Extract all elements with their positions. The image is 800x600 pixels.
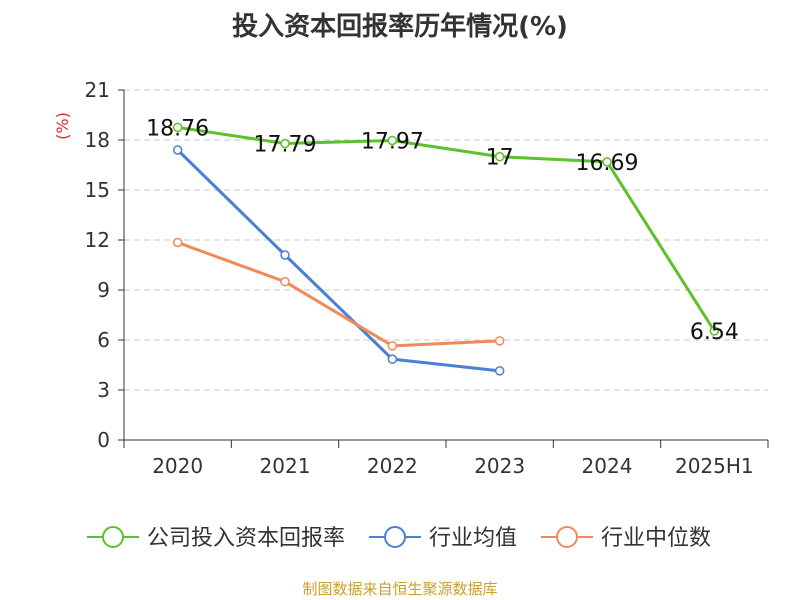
- y-tick-label: 21: [85, 78, 110, 102]
- series-line-2: [177, 241, 500, 348]
- series-line-1: [176, 148, 500, 373]
- legend-label: 行业均值: [429, 526, 517, 551]
- data-label: 17: [486, 146, 514, 171]
- legend-label: 公司投入资本回报率: [147, 526, 345, 551]
- data-point: [387, 354, 398, 364]
- x-tick-label: 2020: [152, 454, 203, 478]
- x-tick-label: 2022: [367, 454, 418, 478]
- data-point: [387, 341, 398, 351]
- data-point: [494, 336, 505, 346]
- legend-marker: [102, 526, 124, 548]
- data-point: [280, 138, 290, 149]
- data-point: [709, 326, 720, 336]
- data-point: [494, 366, 505, 376]
- y-tick-label: 18: [85, 128, 110, 152]
- legend-marker: [384, 526, 406, 548]
- data-label: 18.76: [146, 116, 209, 141]
- x-tick-label: 2021: [260, 454, 311, 478]
- data-label: 17.97: [361, 130, 424, 155]
- legend-marker: [556, 526, 578, 548]
- chart-title: 投入资本回报率历年情况(%): [232, 12, 568, 42]
- data-label: 17.79: [254, 133, 317, 158]
- data-label: 16.69: [576, 151, 639, 176]
- data-point: [387, 135, 398, 146]
- legend-label: 行业中位数: [601, 526, 711, 551]
- y-tick-label: 9: [97, 278, 110, 302]
- y-axis-label: (%): [53, 112, 72, 140]
- x-tick-label: 2025H1: [675, 454, 754, 478]
- data-point: [280, 250, 290, 260]
- y-tick-label: 6: [97, 328, 110, 352]
- y-tick-label: 12: [85, 228, 110, 252]
- series-line-0: [177, 125, 716, 332]
- x-tick-label: 2023: [474, 454, 525, 478]
- data-point: [494, 151, 505, 162]
- data-point: [172, 122, 183, 133]
- x-tick-label: 2024: [582, 454, 633, 478]
- y-tick-label: 15: [85, 178, 110, 202]
- y-tick-label: 0: [97, 428, 110, 452]
- y-tick-label: 3: [97, 378, 110, 402]
- data-point: [172, 145, 183, 155]
- data-point: [280, 276, 290, 287]
- data-label: 6.54: [690, 320, 739, 345]
- data-point: [602, 157, 612, 167]
- data-point: [172, 237, 183, 248]
- source-watermark: 制图数据来自恒生聚源数据库: [302, 580, 498, 598]
